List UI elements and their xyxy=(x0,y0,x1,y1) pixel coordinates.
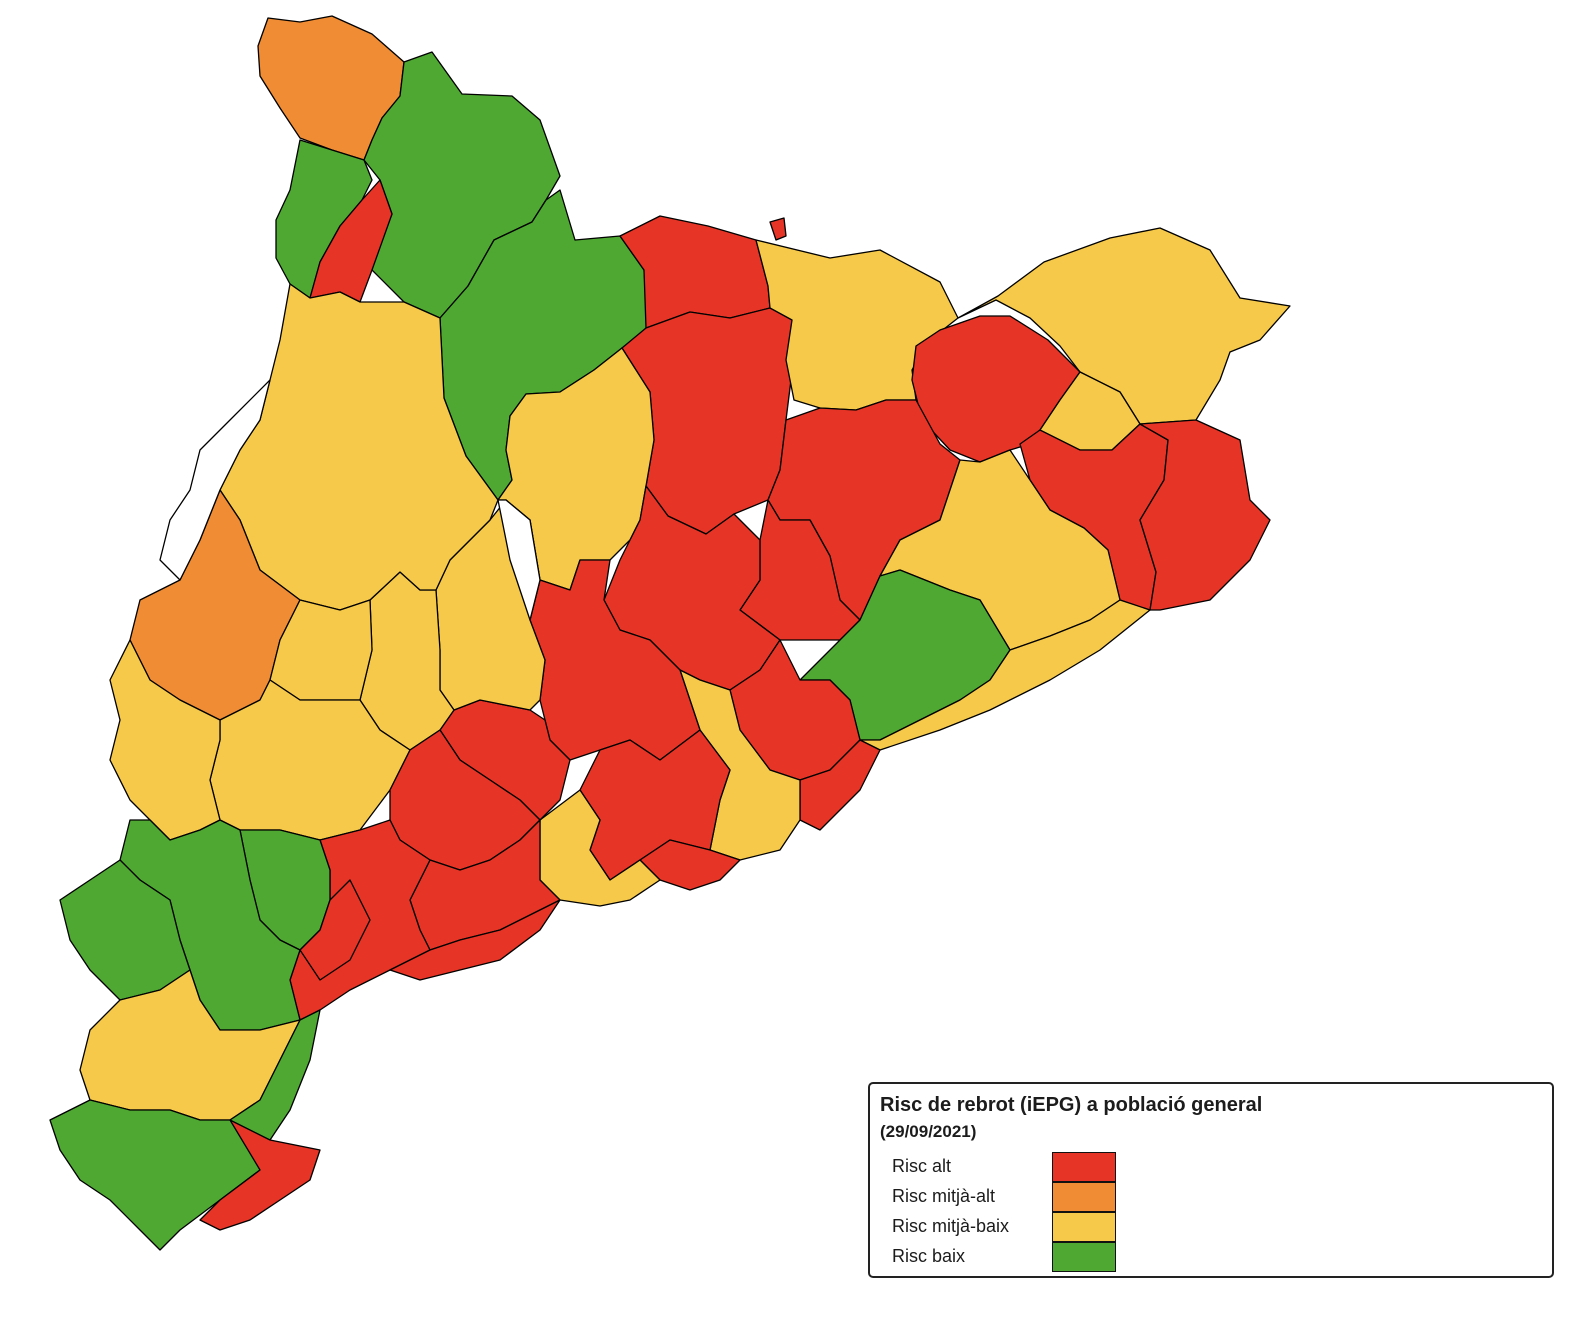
region-baix-emporda xyxy=(1139,419,1271,611)
legend-title: Risc de rebrot (iEPG) a població general xyxy=(880,1094,1263,1116)
legend-item-mitja-baix: Risc mitjà-baix xyxy=(870,1212,1552,1242)
legend: Risc de rebrot (iEPG) a població general… xyxy=(868,1082,1554,1278)
region-priorat-east xyxy=(299,879,371,981)
legend-label: Risc baix xyxy=(892,1246,966,1266)
region-maresme xyxy=(859,599,1151,751)
region-barcelones xyxy=(799,739,881,831)
region-montsia xyxy=(49,1009,321,1251)
legend-item-alt: Risc alt xyxy=(870,1152,1552,1182)
legend-label: Risc alt xyxy=(892,1156,952,1176)
region-garraf xyxy=(639,839,741,891)
region-cerdanya-enclave xyxy=(769,217,787,241)
region-ribera-north-strip xyxy=(389,899,561,981)
region-alt-urgell-south xyxy=(497,499,541,621)
legend-swatch xyxy=(1052,1152,1116,1182)
legend-item-baix: Risc baix xyxy=(870,1242,1552,1272)
legend-swatch xyxy=(1052,1182,1116,1212)
legend-date: (29/09/2021) xyxy=(880,1122,977,1141)
legend-item-mitja-alt: Risc mitjà-alt xyxy=(870,1182,1552,1212)
legend-label: Risc mitjà-alt xyxy=(892,1186,996,1206)
region-alt-emporda xyxy=(957,227,1291,425)
legend-swatch xyxy=(1052,1242,1116,1272)
region-ebre-delta xyxy=(199,1119,321,1231)
legend-swatch xyxy=(1052,1212,1116,1242)
region-noguera-west xyxy=(159,379,271,581)
legend-label: Risc mitjà-baix xyxy=(892,1216,1010,1236)
